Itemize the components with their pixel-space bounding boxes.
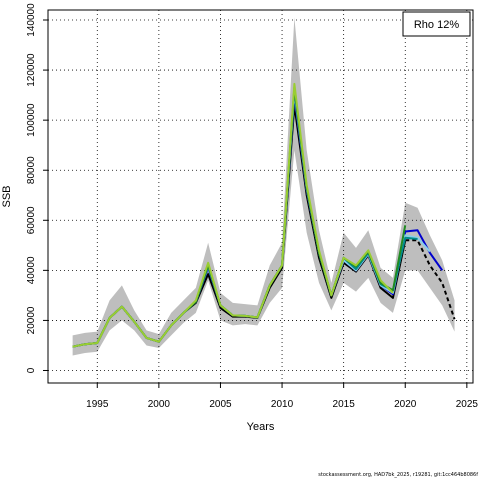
x-tick-label: 1995 [86,399,109,410]
footer-caption: stockassessment.org, HAD7bk_2025, r19281… [318,472,478,478]
x-tick-label: 2015 [333,399,356,410]
legend-box [402,11,471,37]
x-axis-title: Years [247,421,275,433]
y-tick-label: 20000 [26,306,37,334]
y-tick-label: 0 [26,367,37,373]
plot-frame [47,9,474,384]
x-tick-label: 2000 [148,399,171,410]
series-line-7 [72,82,394,348]
grid-layer [48,10,473,383]
y-tick-label: 80000 [26,156,37,184]
y-tick-label: 40000 [26,256,37,284]
y-axis-title: SSB [1,185,13,207]
confidence-band [72,17,455,356]
x-tick-label: 2005 [209,399,232,410]
y-tick-label: 120000 [26,53,37,87]
confidence-band-layer [72,17,455,356]
x-tick-label: 2025 [456,399,479,410]
x-tick-label: 2010 [271,399,294,410]
y-tick-label: 100000 [26,103,37,137]
axis-layer: 1995 2000 2005 2010 2015 2020 2025 0 20000 40000 6… [26,3,478,410]
x-tick-label: 2020 [394,399,417,410]
series-layer [72,82,456,348]
y-tick-label: 60000 [26,206,37,234]
legend-text: Rho 12% [414,19,459,31]
y-tick-label: 140000 [26,3,37,37]
series-line-2 [405,239,456,320]
legend: Rho 12% [402,11,471,37]
